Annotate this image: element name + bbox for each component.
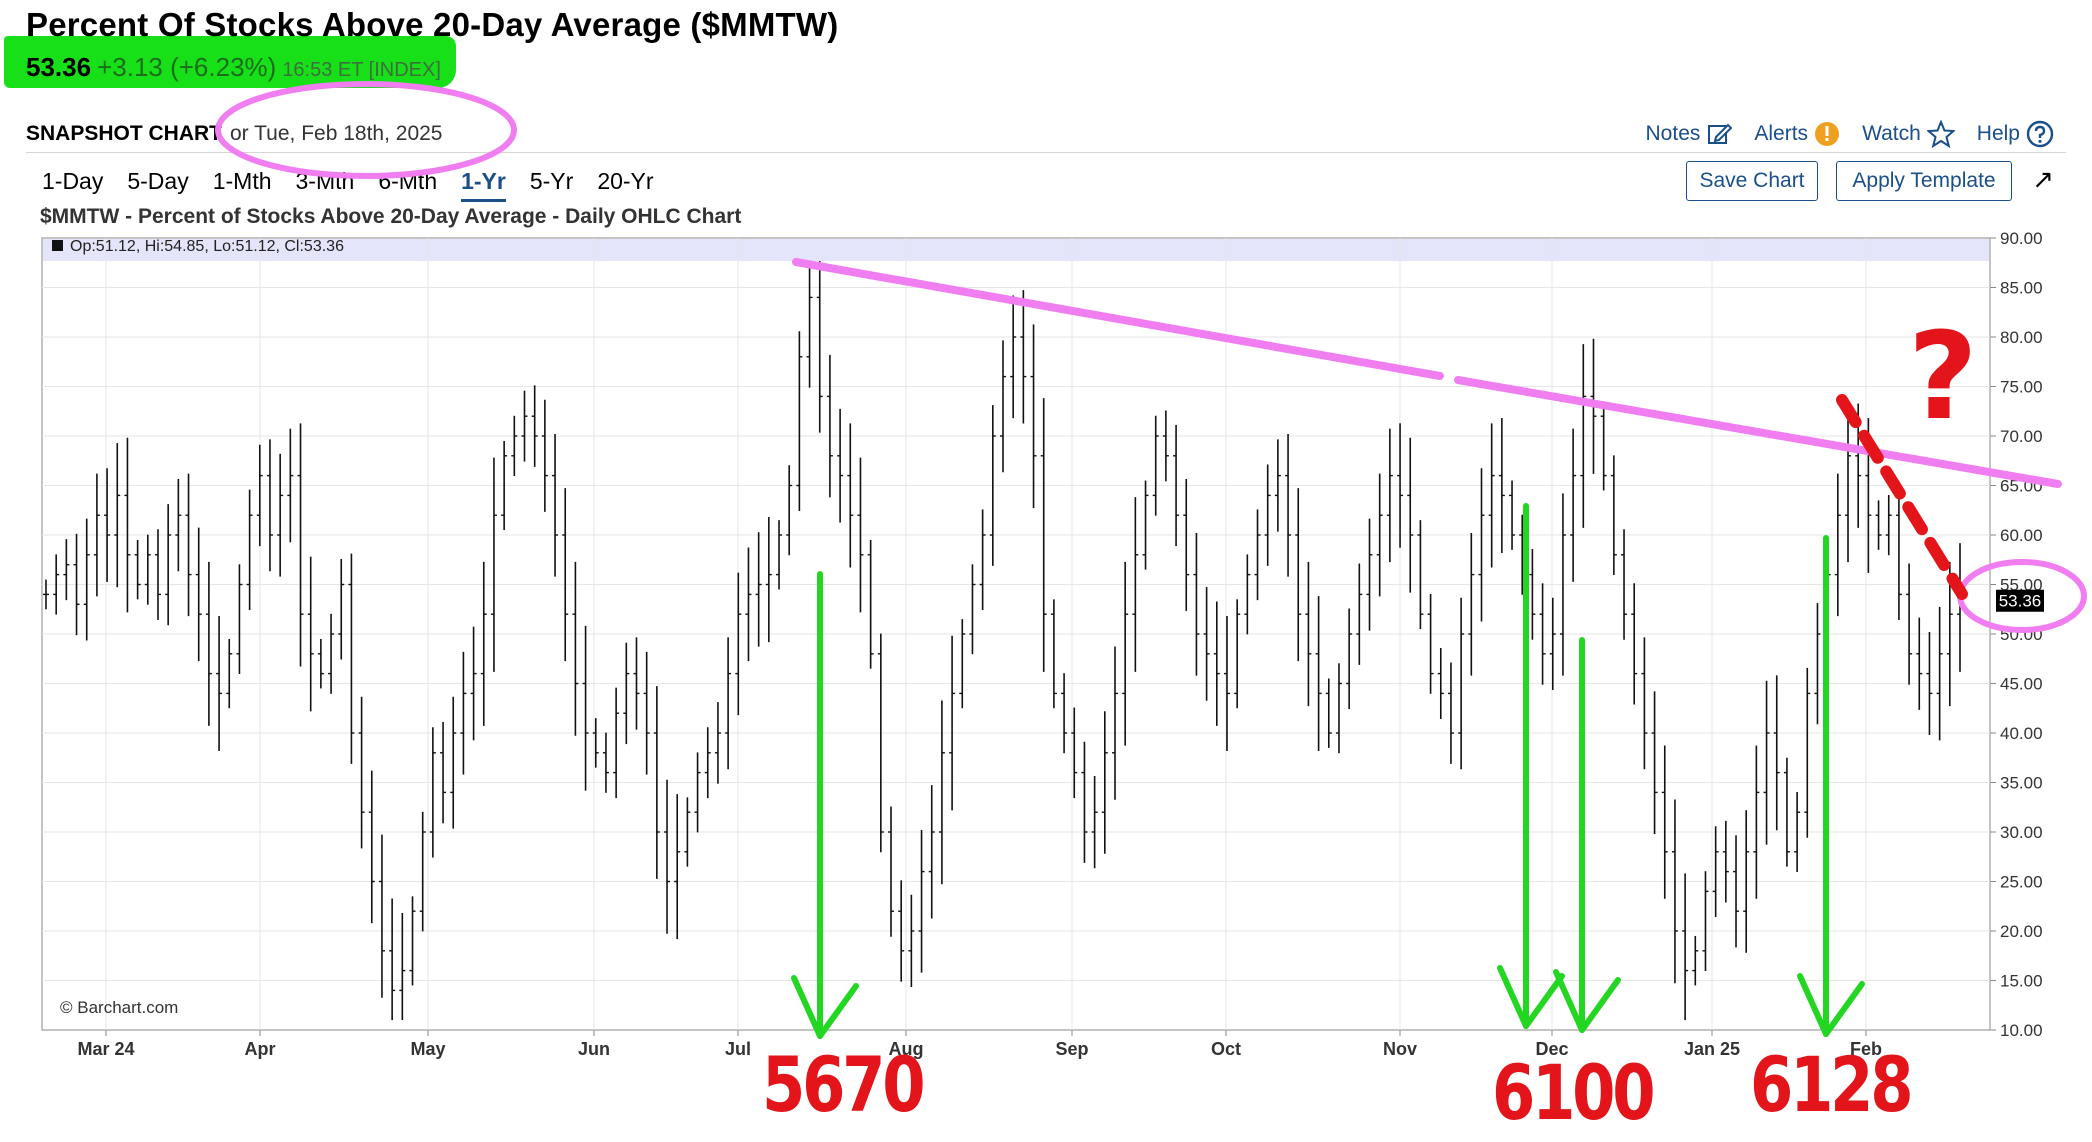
annotation-question-mark: ? [1908,308,1978,447]
y-tick-label: 35.00 [2000,774,2043,793]
save-chart-button[interactable]: Save Chart [1686,161,1818,201]
ohlc-readout: Op:51.12, Hi:54.85, Lo:51.12, Cl:53.36 [52,238,344,256]
annotation-5670: 5670 [762,1040,926,1129]
period-tabs: 1-Day 5-Day 1-Mth 3-Mth 6-Mth 1-Yr 5-Yr … [42,168,654,202]
y-tick-label: 70.00 [2000,427,2043,446]
x-tick-label: Feb [1850,1039,1882,1059]
help-link[interactable]: Help [1977,120,2054,148]
tab-5-yr[interactable]: 5-Yr [529,168,574,194]
x-tick-label: Jun [578,1039,610,1059]
x-tick-label: Oct [1211,1039,1241,1059]
star-icon [1926,120,1955,148]
green-arrow-head [1553,969,1621,1033]
green-highlight [4,36,456,88]
y-tick-label: 25.00 [2000,873,2043,892]
snapshot-label: SNAPSHOT CHART [26,122,223,145]
last-price: 53.36 [26,52,92,82]
last-price-tag-label: 53.36 [1999,592,2042,611]
toolbar-links: Notes Alerts Watch Help [1646,120,2054,148]
green-arrow-head [1797,973,1865,1037]
price-change: +3.13 (+6.23%) [97,52,277,82]
annotation-6100: 6100 [1492,1048,1656,1137]
tab-1-day[interactable]: 1-Day [42,168,104,194]
page-title: Percent Of Stocks Above 20-Day Average (… [26,6,839,43]
last-price-tag [1996,589,2044,612]
alerts-label: Alerts [1754,122,1809,145]
y-tick-label: 90.00 [2000,229,2043,248]
watch-label: Watch [1862,122,1921,145]
notes-label: Notes [1645,122,1701,145]
x-tick-label: Apr [245,1039,276,1059]
tab-1-yr[interactable]: 1-Yr [461,168,506,202]
alerts-link[interactable]: Alerts [1754,120,1840,148]
x-tick-label: May [410,1039,445,1059]
y-tick-label: 75.00 [2000,378,2043,397]
y-tick-label: 40.00 [2000,724,2043,743]
annotation-6128: 6128 [1750,1040,1914,1129]
help-icon [2026,120,2054,148]
chart-credit: © Barchart.com [60,998,179,1017]
ohlc-values: Op:51.12, Hi:54.85, Lo:51.12, Cl:53.36 [70,238,344,255]
x-tick-label: Sep [1055,1039,1088,1059]
notes-link[interactable]: Notes [1646,120,1733,148]
y-tick-label: 10.00 [2000,1021,2043,1040]
x-tick-label: Mar 24 [77,1039,134,1059]
quote-time: 16:53 ET [INDEX] [282,59,441,81]
watch-link[interactable]: Watch [1862,120,1955,148]
y-tick-label: 60.00 [2000,526,2043,545]
y-tick-label: 20.00 [2000,922,2043,941]
quote-line: 53.36 +3.13 (+6.23%) 16:53 ET [INDEX] [26,52,441,83]
apply-template-button[interactable]: Apply Template [1836,161,2012,201]
tab-1-mth[interactable]: 1-Mth [212,168,272,194]
chart-title: $MMTW - Percent of Stocks Above 20-Day A… [40,205,742,228]
ohlc-banner [43,239,1989,261]
x-tick-label: Jan 25 [1684,1039,1740,1059]
red-dashed-line [1836,394,1968,600]
x-tick-label: Aug [889,1039,924,1059]
help-label: Help [1976,122,2020,145]
tab-20-yr[interactable]: 20-Yr [597,168,654,194]
date-circle [215,81,517,179]
y-tick-label: 45.00 [2000,675,2043,694]
green-arrow-head [791,975,859,1039]
y-tick-label: 85.00 [2000,279,2043,298]
pencil-icon [1708,123,1733,144]
y-tick-label: 30.00 [2000,823,2043,842]
trendline-left [792,258,1444,380]
header-divider [26,152,2066,153]
x-tick-label: Dec [1535,1039,1568,1059]
expand-icon[interactable]: ↗ [2032,164,2054,194]
x-tick-label: Nov [1383,1039,1417,1059]
trendline-right [1454,376,2062,488]
x-tick-label: Jul [725,1039,751,1059]
tab-5-day[interactable]: 5-Day [127,168,189,194]
legend-square-icon [52,240,63,251]
y-tick-label: 15.00 [2000,972,2043,991]
alert-icon [1815,122,1840,146]
green-arrow-head [1497,965,1565,1029]
y-tick-label: 80.00 [2000,328,2043,347]
snapshot-date: or Tue, Feb 18th, 2025 [230,122,443,145]
